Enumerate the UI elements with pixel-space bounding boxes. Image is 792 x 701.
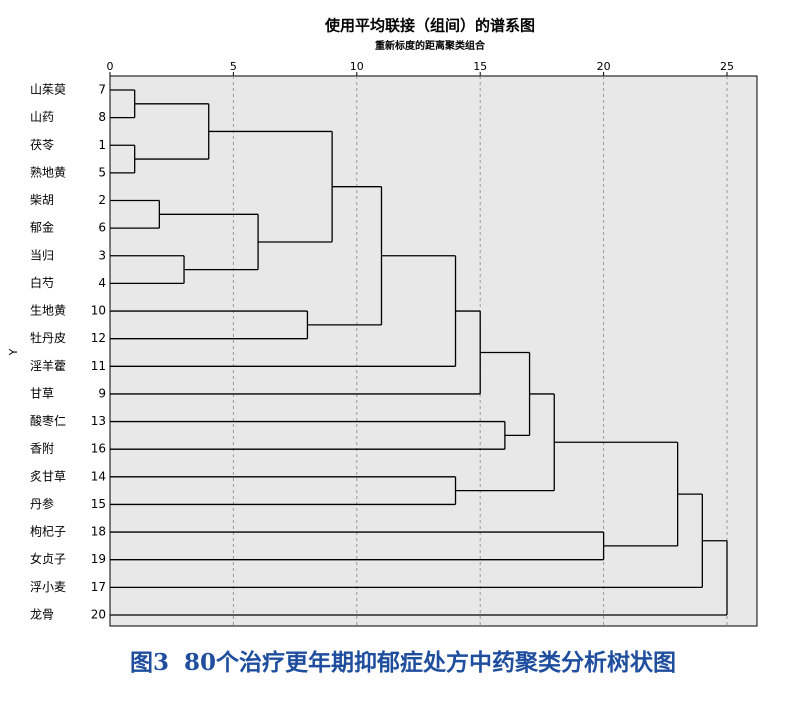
leaf-id: 17 [91,580,106,594]
leaf-label: 丹参 [30,496,54,511]
x-tick-label: 15 [473,60,487,73]
leaf-label: 熟地黄 [30,164,66,179]
leaf-label: 山药 [30,110,54,124]
x-tick-label: 20 [597,60,611,73]
leaf-label: 香附 [30,442,54,456]
leaf-id: 16 [91,442,106,456]
leaf-label: 当归 [30,248,54,262]
leaf-id: 15 [91,497,106,511]
leaf-id: 12 [91,331,106,345]
plot-area [109,75,758,627]
leaf-label: 甘草 [30,386,54,400]
leaf-id: 10 [91,304,106,318]
leaf-label: 白芍 [30,275,54,290]
leaf-id: 7 [98,83,106,97]
chart-subtitle: 重新标度的距离聚类组合 [375,39,486,52]
leaf-label: 茯苓 [30,138,54,152]
leaf-label: 酸枣仁 [30,413,66,428]
leaf-label: 浮小麦 [30,580,66,594]
leaf-id: 14 [91,469,106,483]
leaf-id: 19 [91,552,106,566]
leaf-label: 龙骨 [30,607,54,621]
leaf-id: 5 [98,165,106,179]
leaf-id: 13 [91,414,106,428]
chart-title: 使用平均联接（组间）的谱系图 [324,17,535,35]
leaf-id: 8 [98,110,106,124]
leaf-label: 淫羊藿 [30,358,66,373]
x-tick-label: 25 [720,60,734,73]
leaf-id: 6 [98,221,106,235]
leaf-label: 生地黄 [30,304,66,318]
leaf-label: 枸杞子 [30,524,66,539]
leaf-id: 4 [98,276,106,290]
x-tick-label: 5 [230,60,237,73]
leaf-label: 柴胡 [30,193,54,207]
x-tick-label: 0 [107,60,114,73]
leaf-id: 1 [98,138,106,152]
leaf-label: 女贞子 [30,551,66,566]
leaf-label: 山茱萸 [30,83,66,97]
leaf-label: 郁金 [30,220,54,235]
x-tick-label: 10 [350,60,364,73]
figure-number: 图3 [130,649,169,676]
caption: 80个治疗更年期抑郁症处方中药聚类分析树状图 [184,649,676,676]
leaf-id: 2 [98,193,106,207]
leaf-id: 18 [91,525,106,539]
leaf-id: 11 [91,359,106,373]
y-axis-label: Y [7,348,20,356]
leaf-label: 炙甘草 [30,468,66,483]
leaf-label: 牡丹皮 [30,330,66,345]
leaf-id: 9 [98,386,106,400]
leaf-id: 20 [91,607,106,621]
leaf-id: 3 [98,248,106,262]
